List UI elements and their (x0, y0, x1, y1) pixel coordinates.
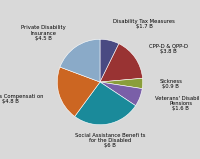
Wedge shape (100, 44, 143, 82)
Text: Social Assistance Benefi ts
for the Disabled
$6 B: Social Assistance Benefi ts for the Disa… (75, 132, 146, 148)
Wedge shape (57, 67, 100, 116)
Text: Private Disability
Insurance
$4.5 B: Private Disability Insurance $4.5 B (21, 25, 66, 41)
Text: CPP-D & QPP-D
$3.8 B: CPP-D & QPP-D $3.8 B (149, 43, 188, 54)
Text: Disability Tax Measures
$1.7 B: Disability Tax Measures $1.7 B (113, 19, 175, 29)
Text: Worker's Compensati on
$4.8 B: Worker's Compensati on $4.8 B (0, 94, 43, 104)
Wedge shape (100, 82, 142, 106)
Wedge shape (75, 82, 136, 125)
Text: Sickness
$0.9 B: Sickness $0.9 B (159, 79, 182, 89)
Wedge shape (100, 39, 119, 82)
Wedge shape (100, 78, 143, 89)
Text: Veterans' Disability
Pensions
$1.6 B: Veterans' Disability Pensions $1.6 B (155, 96, 200, 111)
Wedge shape (60, 39, 100, 82)
